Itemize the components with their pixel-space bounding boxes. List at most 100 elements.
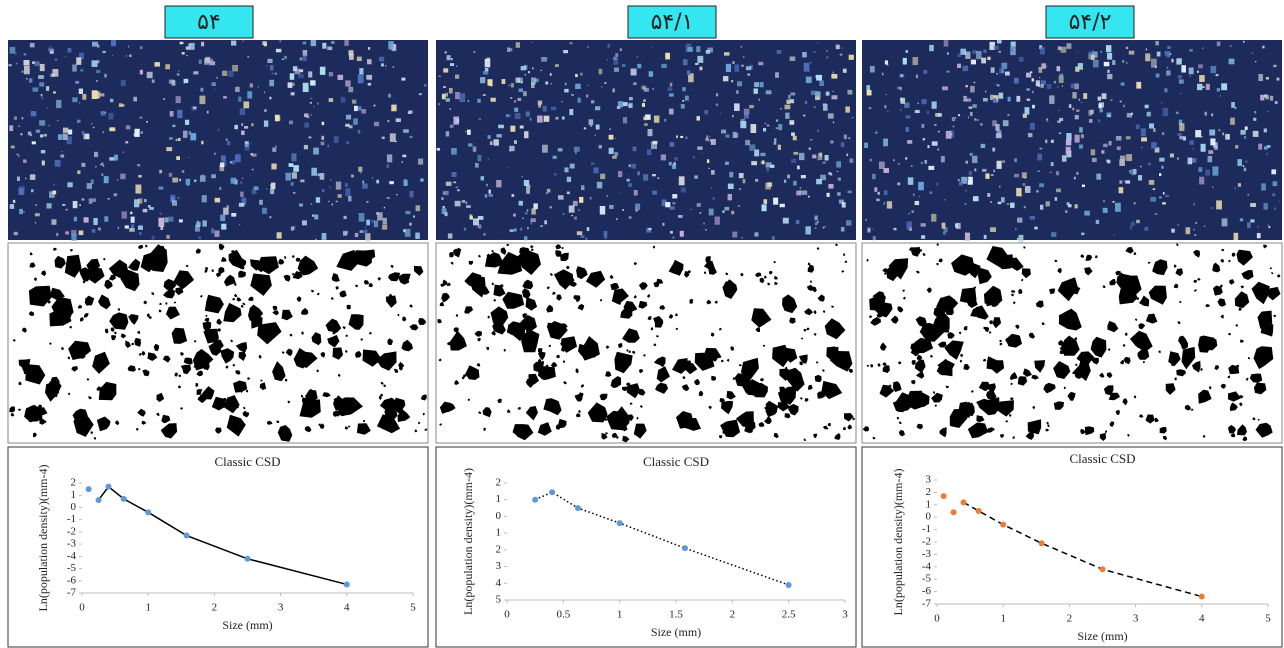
grain	[1216, 200, 1222, 210]
grain-shape	[216, 328, 221, 332]
grain	[448, 87, 453, 94]
grain	[487, 79, 493, 86]
grain	[651, 141, 657, 150]
grain-shape	[1184, 404, 1191, 411]
grain	[241, 123, 244, 126]
grain-shape	[50, 376, 60, 386]
grain-shape	[110, 327, 115, 332]
grain	[715, 93, 719, 97]
grain	[876, 198, 880, 202]
grain-shape	[604, 418, 607, 421]
grain	[441, 93, 446, 100]
grain	[455, 74, 460, 79]
grain	[905, 127, 909, 132]
grain	[373, 220, 379, 228]
grain	[159, 169, 163, 174]
grain	[62, 127, 69, 133]
grain	[957, 63, 962, 69]
grain	[784, 104, 791, 110]
grain-shape	[773, 433, 779, 439]
grain-shape	[258, 354, 262, 359]
grain	[352, 99, 357, 104]
grain	[1251, 52, 1254, 54]
grain	[595, 124, 600, 130]
grain-shape	[890, 315, 899, 324]
grain	[1162, 107, 1169, 117]
grain-shape	[216, 318, 223, 325]
grain	[571, 214, 573, 217]
grain	[868, 107, 872, 110]
grain	[1092, 59, 1099, 68]
grain	[601, 86, 603, 88]
grain	[927, 145, 930, 149]
grain-shape	[898, 429, 905, 437]
grain-shape	[882, 268, 888, 273]
grain	[1185, 227, 1191, 235]
grain-shape	[455, 342, 459, 346]
grain	[366, 219, 370, 226]
grain-shape	[967, 422, 989, 439]
grain	[71, 233, 77, 241]
grain-shape	[128, 258, 141, 271]
grain	[1091, 157, 1097, 163]
grain	[1053, 80, 1057, 84]
grain	[923, 70, 928, 74]
grain	[382, 217, 387, 225]
grain	[575, 83, 581, 89]
grain	[1189, 140, 1194, 145]
point	[532, 496, 539, 503]
grain-shape	[344, 426, 349, 430]
grain	[1065, 210, 1068, 213]
grain	[646, 227, 652, 233]
grain	[473, 218, 479, 226]
grain	[290, 226, 294, 231]
grain	[127, 45, 130, 48]
grain	[517, 97, 522, 101]
grain	[832, 141, 834, 143]
grain	[557, 195, 564, 200]
grain-shape	[1059, 346, 1064, 351]
grain	[758, 61, 764, 66]
grain-shape	[1228, 364, 1240, 375]
grain-shape	[476, 363, 481, 367]
grain-shape	[111, 335, 117, 341]
grain	[722, 210, 725, 213]
grain	[1037, 170, 1041, 173]
grain-shape	[610, 376, 622, 389]
grain	[606, 59, 608, 61]
grain	[176, 73, 180, 76]
grain-shape	[991, 301, 999, 307]
grain	[931, 101, 937, 109]
grain	[725, 63, 732, 73]
grain	[9, 125, 14, 132]
grain-shape	[1252, 417, 1256, 421]
grain	[802, 52, 807, 58]
grain	[785, 112, 790, 119]
grain	[540, 69, 542, 71]
grain-shape	[292, 272, 295, 276]
grain	[907, 140, 913, 144]
grain	[531, 208, 536, 215]
grain	[993, 169, 996, 173]
grain	[381, 63, 384, 67]
grain-shape	[1177, 321, 1181, 325]
grain-shape	[777, 402, 791, 412]
grain	[90, 179, 94, 185]
grain	[629, 96, 633, 101]
grain-shape	[180, 352, 184, 356]
grain	[957, 53, 962, 58]
grain	[1066, 43, 1072, 49]
x-tick-label: 1	[1000, 613, 1006, 625]
grain-shape	[1086, 271, 1090, 275]
grain-shape	[90, 431, 94, 434]
grain-shape	[380, 381, 384, 385]
grain	[168, 79, 175, 84]
grain	[804, 100, 808, 105]
grain	[186, 184, 189, 186]
grain	[228, 70, 234, 77]
grain	[409, 222, 412, 226]
grain	[1088, 119, 1093, 123]
grain-shape	[898, 421, 902, 424]
grain	[327, 144, 330, 148]
grain-shape	[784, 413, 791, 419]
